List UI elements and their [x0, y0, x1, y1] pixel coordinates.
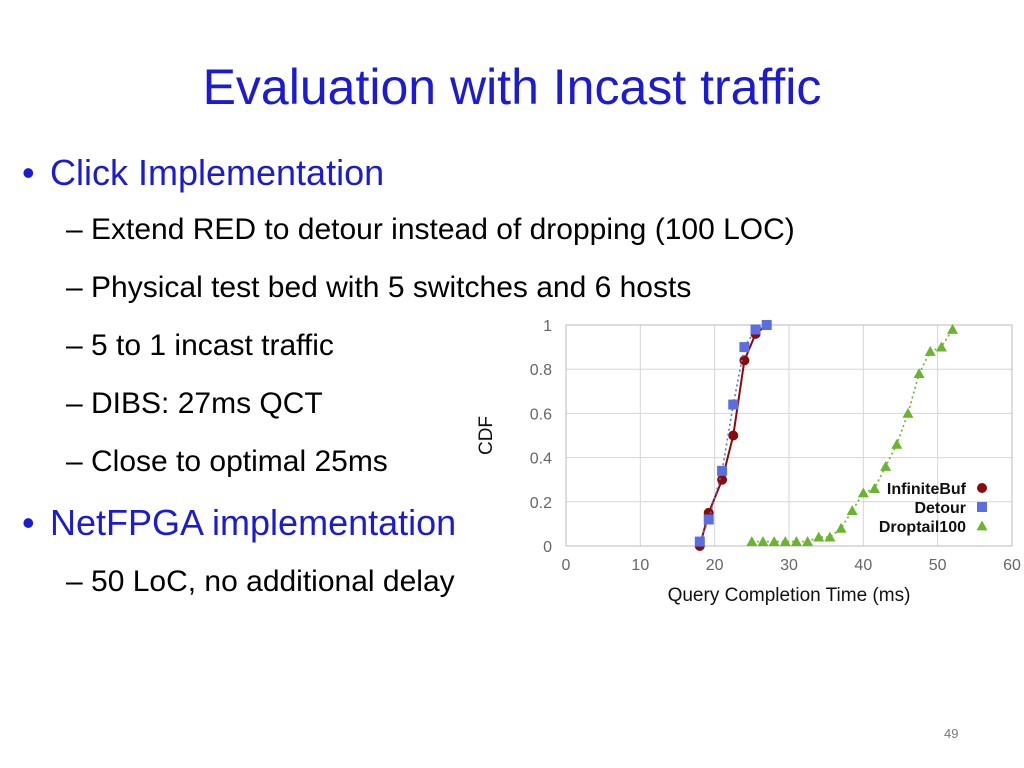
data-point-droptail100	[846, 505, 858, 516]
data-point-detour	[694, 536, 705, 547]
data-point-detour	[728, 399, 739, 410]
x-tick-label: 10	[631, 557, 649, 574]
bullet-netfpga-implementation: • NetFPGA implementation	[22, 505, 456, 541]
data-point-droptail100	[802, 536, 814, 546]
legend-label-droptail100: Droptail100	[879, 519, 966, 536]
data-point-detour	[750, 324, 761, 335]
subitem-optimal: – Close to optimal 25ms	[66, 445, 388, 478]
bullet-click-implementation: • Click Implementation	[22, 155, 384, 191]
y-tick-label: 0.8	[530, 362, 552, 379]
data-point-droptail100	[790, 536, 802, 546]
data-point-droptail100	[902, 407, 914, 418]
y-tick-label: 0.2	[530, 495, 552, 512]
x-tick-label: 30	[780, 557, 798, 574]
data-point-droptail100	[824, 531, 836, 542]
data-point-droptail100	[935, 341, 947, 352]
data-point-infinitebuf	[717, 474, 728, 485]
x-tick-label: 60	[1003, 557, 1021, 574]
bullet-dot: •	[22, 152, 35, 193]
x-tick-label: 50	[929, 557, 947, 574]
data-point-droptail100	[779, 536, 791, 546]
subitem-test-bed: – Physical test bed with 5 switches and …	[66, 271, 692, 304]
plot-frame	[565, 324, 1013, 547]
data-point-droptail100	[813, 531, 825, 542]
data-point-droptail100	[947, 323, 959, 334]
data-point-droptail100	[757, 536, 769, 546]
x-tick-label: 20	[706, 557, 724, 574]
y-tick-label: 0.6	[530, 406, 552, 423]
y-tick-label: 1	[543, 318, 552, 335]
data-point-droptail100	[768, 536, 780, 546]
data-point-droptail100	[857, 487, 869, 498]
data-point-droptail100	[868, 483, 880, 493]
cdf-chart: 0 10 20 30 40 50 60 0 0.2 0.4 0.6 0.8 1 Query Complet…	[476, 318, 1021, 606]
bullet-label: Click Implementation	[50, 152, 385, 193]
legend-marker-detour	[977, 502, 987, 512]
x-tick-label: 40	[854, 557, 872, 574]
bullet-dot: •	[22, 502, 35, 543]
data-point-droptail100	[835, 522, 847, 533]
y-tick-label: 0	[543, 539, 552, 556]
data-point-infinitebuf	[728, 430, 739, 441]
legend-marker-droptail100	[976, 520, 988, 531]
data-point-droptail100	[746, 536, 758, 546]
data-point-droptail100	[880, 460, 892, 471]
data-point-detour	[739, 342, 750, 353]
data-point-droptail100	[913, 368, 925, 379]
data-point-detour	[761, 320, 772, 330]
subitem-netfpga-loc: – 50 LoC, no additional delay	[66, 565, 455, 598]
y-tick-label: 0.4	[530, 451, 552, 468]
data-point-detour	[703, 514, 714, 525]
subitem-extend-red: – Extend RED to detour instead of droppi…	[66, 213, 795, 246]
legend-label-detour: Detour	[914, 500, 966, 517]
x-tick-label: 0	[562, 557, 571, 574]
subitem-dibs-qct: – DIBS: 27ms QCT	[66, 387, 323, 420]
bullet-label: NetFPGA implementation	[50, 502, 457, 543]
page-number: 49	[944, 726, 959, 741]
data-point-droptail100	[891, 438, 903, 449]
data-point-droptail100	[924, 346, 936, 356]
y-axis-label: CDF	[476, 416, 497, 455]
legend-label-infinitebuf: InfiniteBuf	[887, 481, 967, 498]
data-point-infinitebuf	[739, 355, 750, 366]
slide-title: Evaluation with Incast traffic	[202, 59, 822, 115]
data-point-detour	[717, 465, 728, 476]
x-axis-label: Query Completion Time (ms)	[668, 585, 911, 606]
subitem-incast-traffic: – 5 to 1 incast traffic	[66, 329, 334, 362]
legend-marker-infinitebuf	[977, 483, 987, 493]
